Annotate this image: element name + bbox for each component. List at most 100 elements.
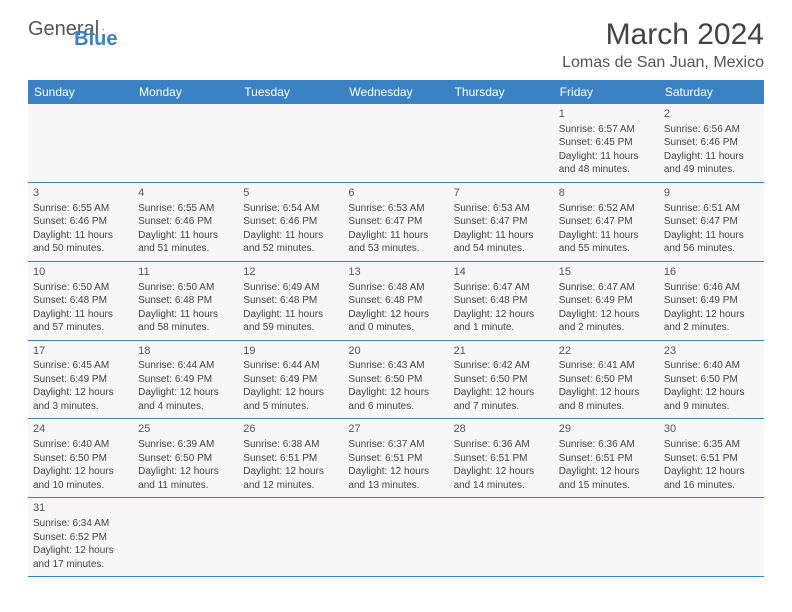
sunset-line: Sunset: 6:52 PM xyxy=(33,531,128,545)
calendar-day: 6Sunrise: 6:53 AMSunset: 6:47 PMDaylight… xyxy=(343,182,448,261)
daylight-line: Daylight: 12 hours and 6 minutes. xyxy=(348,386,443,413)
weekday-header: Wednesday xyxy=(343,80,448,104)
sunrise-line: Sunrise: 6:53 AM xyxy=(348,202,443,216)
calendar-day: 30Sunrise: 6:35 AMSunset: 6:51 PMDayligh… xyxy=(659,419,764,498)
day-number: 11 xyxy=(138,265,233,280)
sunrise-line: Sunrise: 6:49 AM xyxy=(243,281,338,295)
day-number: 26 xyxy=(243,422,338,437)
sunrise-line: Sunrise: 6:48 AM xyxy=(348,281,443,295)
daylight-line: Daylight: 11 hours and 50 minutes. xyxy=(33,229,128,256)
calendar-day: 24Sunrise: 6:40 AMSunset: 6:50 PMDayligh… xyxy=(28,419,133,498)
day-number: 23 xyxy=(664,344,759,359)
sunrise-line: Sunrise: 6:42 AM xyxy=(454,359,549,373)
sunset-line: Sunset: 6:46 PM xyxy=(138,215,233,229)
calendar-day: 27Sunrise: 6:37 AMSunset: 6:51 PMDayligh… xyxy=(343,419,448,498)
sunset-line: Sunset: 6:46 PM xyxy=(664,136,759,150)
sunset-line: Sunset: 6:46 PM xyxy=(33,215,128,229)
sunrise-line: Sunrise: 6:56 AM xyxy=(664,123,759,137)
sunset-line: Sunset: 6:49 PM xyxy=(138,373,233,387)
day-number: 17 xyxy=(33,344,128,359)
calendar-day: 19Sunrise: 6:44 AMSunset: 6:49 PMDayligh… xyxy=(238,340,343,419)
daylight-line: Daylight: 12 hours and 2 minutes. xyxy=(559,308,654,335)
daylight-line: Daylight: 12 hours and 13 minutes. xyxy=(348,465,443,492)
daylight-line: Daylight: 12 hours and 14 minutes. xyxy=(454,465,549,492)
sunrise-line: Sunrise: 6:57 AM xyxy=(559,123,654,137)
daylight-line: Daylight: 12 hours and 5 minutes. xyxy=(243,386,338,413)
calendar-day: 20Sunrise: 6:43 AMSunset: 6:50 PMDayligh… xyxy=(343,340,448,419)
sunrise-line: Sunrise: 6:53 AM xyxy=(454,202,549,216)
weekday-header: Thursday xyxy=(449,80,554,104)
sunrise-line: Sunrise: 6:50 AM xyxy=(138,281,233,295)
sunset-line: Sunset: 6:51 PM xyxy=(348,452,443,466)
calendar-day: 13Sunrise: 6:48 AMSunset: 6:48 PMDayligh… xyxy=(343,261,448,340)
sunset-line: Sunset: 6:50 PM xyxy=(559,373,654,387)
sunset-line: Sunset: 6:49 PM xyxy=(33,373,128,387)
sunset-line: Sunset: 6:50 PM xyxy=(454,373,549,387)
month-title: March 2024 xyxy=(562,18,764,52)
day-number: 27 xyxy=(348,422,443,437)
day-number: 9 xyxy=(664,186,759,201)
weekday-header: Saturday xyxy=(659,80,764,104)
day-number: 29 xyxy=(559,422,654,437)
calendar-empty xyxy=(238,498,343,577)
sunrise-line: Sunrise: 6:55 AM xyxy=(33,202,128,216)
sunrise-line: Sunrise: 6:47 AM xyxy=(454,281,549,295)
daylight-line: Daylight: 12 hours and 1 minute. xyxy=(454,308,549,335)
day-number: 24 xyxy=(33,422,128,437)
sunset-line: Sunset: 6:48 PM xyxy=(348,294,443,308)
day-number: 6 xyxy=(348,186,443,201)
sunrise-line: Sunrise: 6:50 AM xyxy=(33,281,128,295)
calendar-day: 31Sunrise: 6:34 AMSunset: 6:52 PMDayligh… xyxy=(28,498,133,577)
sunrise-line: Sunrise: 6:40 AM xyxy=(33,438,128,452)
calendar-day: 7Sunrise: 6:53 AMSunset: 6:47 PMDaylight… xyxy=(449,182,554,261)
sunset-line: Sunset: 6:45 PM xyxy=(559,136,654,150)
calendar-day: 28Sunrise: 6:36 AMSunset: 6:51 PMDayligh… xyxy=(449,419,554,498)
sunset-line: Sunset: 6:50 PM xyxy=(33,452,128,466)
sunrise-line: Sunrise: 6:36 AM xyxy=(454,438,549,452)
day-number: 21 xyxy=(454,344,549,359)
sunset-line: Sunset: 6:50 PM xyxy=(664,373,759,387)
calendar-day: 16Sunrise: 6:46 AMSunset: 6:49 PMDayligh… xyxy=(659,261,764,340)
daylight-line: Daylight: 11 hours and 55 minutes. xyxy=(559,229,654,256)
weekday-header: Tuesday xyxy=(238,80,343,104)
calendar-day: 4Sunrise: 6:55 AMSunset: 6:46 PMDaylight… xyxy=(133,182,238,261)
day-number: 20 xyxy=(348,344,443,359)
sunset-line: Sunset: 6:47 PM xyxy=(454,215,549,229)
day-number: 28 xyxy=(454,422,549,437)
calendar-empty xyxy=(133,104,238,182)
sunset-line: Sunset: 6:49 PM xyxy=(664,294,759,308)
sunrise-line: Sunrise: 6:52 AM xyxy=(559,202,654,216)
calendar-day: 12Sunrise: 6:49 AMSunset: 6:48 PMDayligh… xyxy=(238,261,343,340)
calendar-day: 8Sunrise: 6:52 AMSunset: 6:47 PMDaylight… xyxy=(554,182,659,261)
sunrise-line: Sunrise: 6:44 AM xyxy=(138,359,233,373)
location: Lomas de San Juan, Mexico xyxy=(562,54,764,72)
day-number: 7 xyxy=(454,186,549,201)
daylight-line: Daylight: 11 hours and 49 minutes. xyxy=(664,150,759,177)
daylight-line: Daylight: 12 hours and 0 minutes. xyxy=(348,308,443,335)
sunset-line: Sunset: 6:48 PM xyxy=(33,294,128,308)
sunrise-line: Sunrise: 6:55 AM xyxy=(138,202,233,216)
calendar-empty xyxy=(343,104,448,182)
day-number: 25 xyxy=(138,422,233,437)
calendar-table: SundayMondayTuesdayWednesdayThursdayFrid… xyxy=(28,80,764,577)
sunrise-line: Sunrise: 6:43 AM xyxy=(348,359,443,373)
sunset-line: Sunset: 6:50 PM xyxy=(138,452,233,466)
day-number: 12 xyxy=(243,265,338,280)
daylight-line: Daylight: 11 hours and 52 minutes. xyxy=(243,229,338,256)
daylight-line: Daylight: 12 hours and 2 minutes. xyxy=(664,308,759,335)
sunset-line: Sunset: 6:51 PM xyxy=(243,452,338,466)
sunset-line: Sunset: 6:48 PM xyxy=(138,294,233,308)
sunset-line: Sunset: 6:51 PM xyxy=(559,452,654,466)
sunset-line: Sunset: 6:47 PM xyxy=(664,215,759,229)
daylight-line: Daylight: 12 hours and 3 minutes. xyxy=(33,386,128,413)
calendar-day: 10Sunrise: 6:50 AMSunset: 6:48 PMDayligh… xyxy=(28,261,133,340)
sunrise-line: Sunrise: 6:47 AM xyxy=(559,281,654,295)
sunset-line: Sunset: 6:46 PM xyxy=(243,215,338,229)
day-number: 3 xyxy=(33,186,128,201)
day-number: 14 xyxy=(454,265,549,280)
weekday-header: Monday xyxy=(133,80,238,104)
calendar-day: 23Sunrise: 6:40 AMSunset: 6:50 PMDayligh… xyxy=(659,340,764,419)
sunrise-line: Sunrise: 6:51 AM xyxy=(664,202,759,216)
calendar-empty xyxy=(343,498,448,577)
daylight-line: Daylight: 12 hours and 4 minutes. xyxy=(138,386,233,413)
